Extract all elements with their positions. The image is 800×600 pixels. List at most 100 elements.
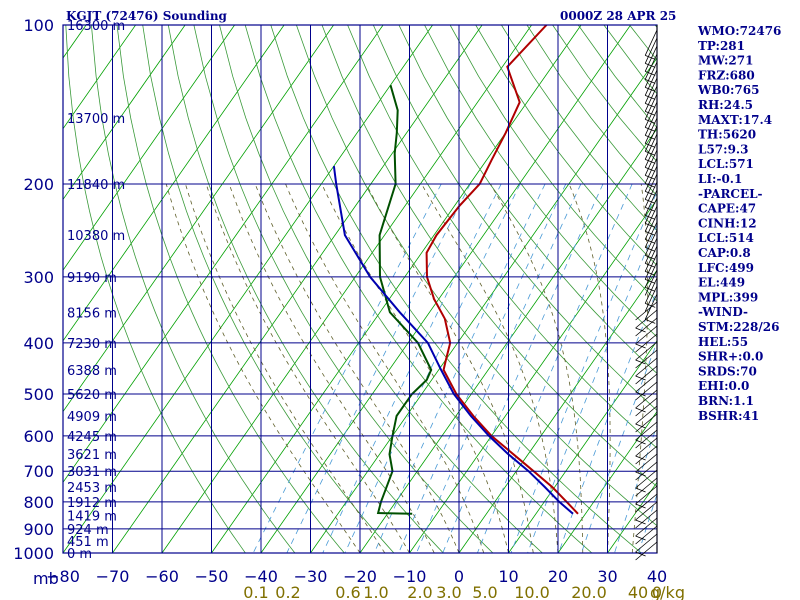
wind-barb-flag [645, 247, 656, 252]
wind-barb [635, 301, 658, 321]
wind-barb-flag [635, 439, 646, 445]
height-label: 1912 m [67, 496, 117, 511]
wind-barb [644, 149, 658, 176]
isotherm-line [409, 198, 657, 553]
moist-adiabat [490, 183, 584, 553]
wind-barb-flag [645, 175, 656, 180]
wind-barb [644, 45, 658, 72]
wind-barb [644, 85, 658, 112]
index-item: EHI:0.0 [698, 379, 749, 393]
temperature-tick-label: 0 [454, 567, 464, 586]
wind-barb [635, 461, 658, 481]
index-item: LCL:571 [698, 157, 754, 171]
dry-adiabat [424, 25, 657, 338]
moist-adiabat [568, 183, 611, 553]
pressure-tick-label: 900 [23, 520, 54, 539]
isotherm-line [359, 128, 657, 553]
index-item: LFC:499 [698, 261, 754, 275]
wind-barb-flag [645, 159, 656, 164]
wind-barb-flag [645, 71, 656, 76]
wind-barb [635, 317, 658, 337]
height-label: 0 m [67, 547, 92, 562]
wind-barb-flag [645, 239, 656, 244]
dry-adiabat [142, 25, 395, 553]
dewpoint-line [376, 84, 433, 515]
height-label: 10380 m [67, 229, 125, 244]
dry-adiabat [219, 25, 543, 553]
dry-adiabat [347, 25, 657, 449]
wind-barb-flag [645, 79, 656, 84]
index-item: RH:24.5 [698, 98, 753, 112]
chart-date: 0000Z 28 APR 25 [560, 9, 676, 23]
wind-barb [644, 197, 658, 224]
pressure-axis: 100 200 300 400 500 600 700 800 900 1000 [13, 16, 54, 563]
dry-adiabat [193, 25, 494, 553]
temperature-tick-label: −80 [46, 567, 80, 586]
isotherm-line [63, 25, 235, 271]
mixing-ratio-label: 20.0 [571, 583, 607, 600]
wind-barb [644, 141, 658, 168]
wind-barb [644, 205, 658, 232]
index-item: -PARCEL- [698, 187, 763, 201]
mixing-ratio-line [373, 183, 546, 553]
mixing-ratio-line [286, 183, 471, 553]
dry-adiabat [91, 25, 296, 553]
wind-barb-flag [645, 215, 656, 220]
wind-barb-flag [635, 391, 646, 397]
chart-series [332, 25, 579, 515]
wind-barb-flag [635, 503, 646, 509]
mixing-ratio-label: 3.0 [436, 583, 461, 600]
pressure-unit-label: mb [33, 569, 59, 588]
index-item: -WIND- [698, 305, 748, 319]
index-item: SRDS:70 [698, 364, 757, 378]
wind-barb-flag [635, 343, 646, 349]
wind-barb-flag [645, 143, 656, 148]
temperature-tick-label: −50 [195, 567, 229, 586]
indices-panel: WMO:72476TP:281MW:271FRZ:680WB0:765RH:24… [697, 24, 781, 423]
index-item: FRZ:680 [698, 68, 755, 82]
pressure-tick-label: 600 [23, 427, 54, 446]
isotherm-line [508, 340, 657, 553]
chart-grid [63, 25, 657, 553]
height-label: 6388 m [67, 364, 117, 379]
wind-barb [644, 269, 658, 296]
wind-barb-flag [645, 263, 656, 268]
index-item: CAPE:47 [698, 202, 756, 216]
height-label: 16300 m [67, 19, 125, 34]
height-label: 2453 m [67, 481, 117, 496]
index-item: SHR+:0.0 [698, 350, 763, 364]
isotherm-line [63, 25, 136, 130]
temperature-tick-label: −70 [96, 567, 130, 586]
wind-barb [644, 221, 658, 248]
index-item: CINH:12 [698, 216, 757, 230]
height-label: 1419 m [67, 510, 117, 525]
wind-barb [644, 229, 658, 256]
mixing-ratio-line [510, 190, 657, 553]
temperature-axis: −80 −70 −60 −50 −40 −30 −20 −10 0 10 20 30 40 [46, 567, 667, 586]
height-label: 451 m [67, 535, 109, 550]
wind-barb [644, 157, 658, 184]
mixing-ratio-label: 1.0 [363, 583, 388, 600]
wind-barb-flag [645, 207, 656, 212]
wind-barb [644, 37, 658, 64]
mixing-ratio-line [638, 492, 657, 553]
wind-barb-flag [635, 551, 646, 557]
index-item: LI:-0.1 [698, 172, 742, 186]
moist-adiabat [421, 183, 559, 553]
index-item: BSHR:41 [698, 409, 759, 423]
wind-barb [644, 165, 658, 192]
temperature-tick-label: −10 [393, 567, 427, 586]
temperature-tick-label: 30 [597, 567, 617, 586]
wind-barb-flag [635, 375, 646, 381]
wind-barb [635, 493, 658, 513]
wind-barb-flag [645, 183, 656, 188]
isotherm-line [63, 25, 433, 553]
mixing-ratio-unit: g/kg [650, 583, 685, 600]
wind-barb [635, 525, 658, 545]
isotherm-line [260, 25, 631, 553]
moist-adiabat [185, 183, 386, 553]
isotherm-line [63, 25, 334, 413]
wind-barb [635, 437, 658, 457]
mixing-ratio-label: 2.0 [407, 583, 432, 600]
wind-barb [644, 133, 658, 160]
